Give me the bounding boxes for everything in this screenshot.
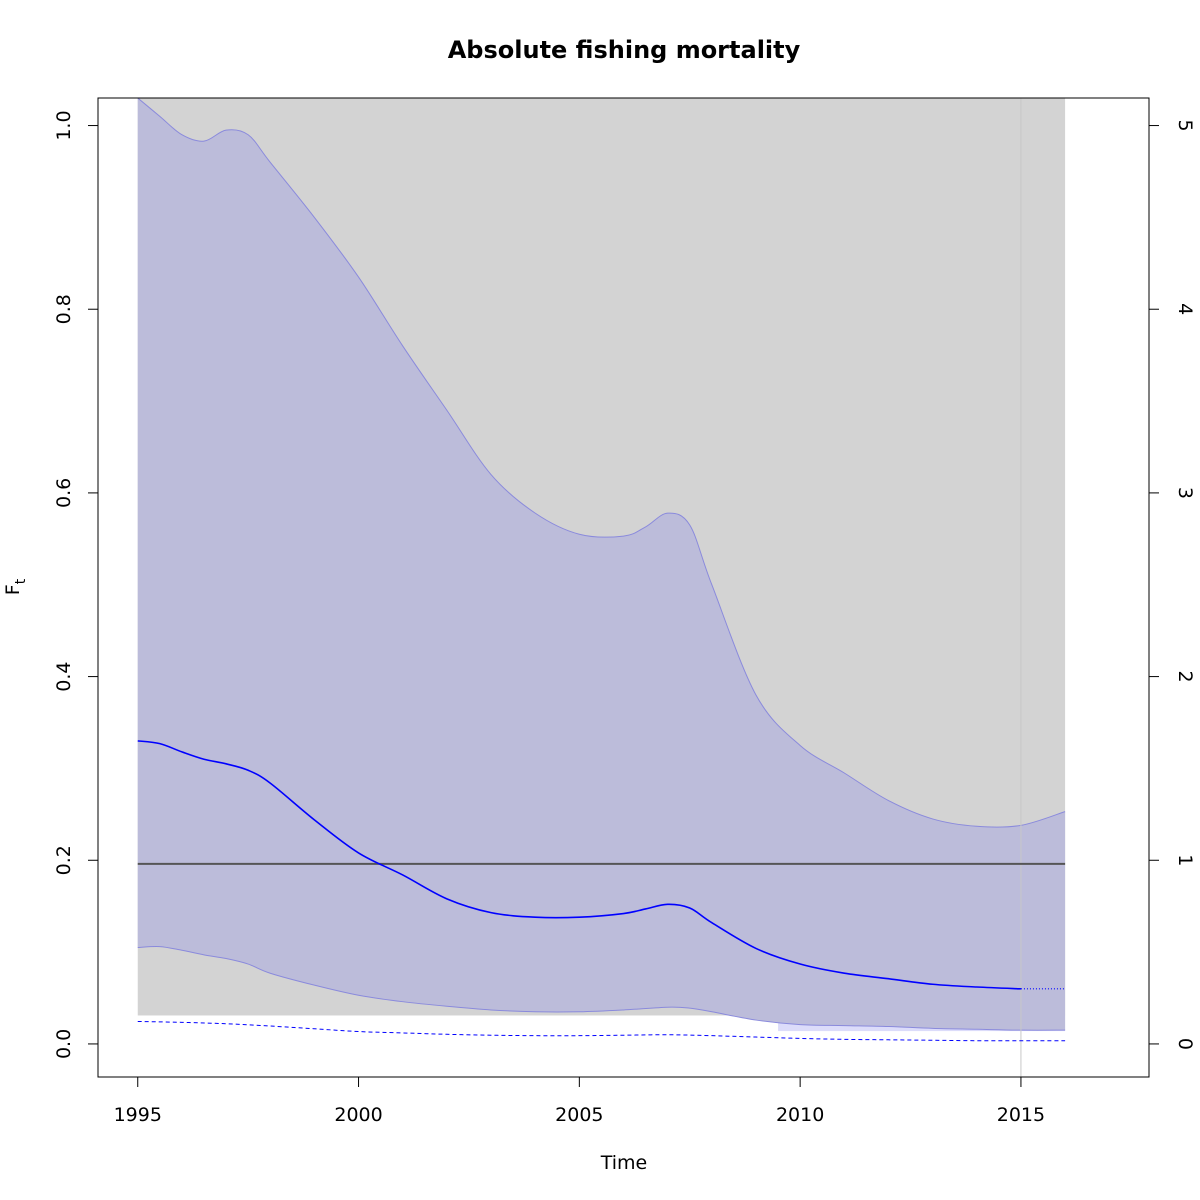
y-tick-label: 0.6 <box>53 478 75 508</box>
ci-band <box>137 98 1066 1031</box>
y2-tick-label: 4 <box>1174 303 1196 315</box>
estimate-line <box>137 740 1021 990</box>
x-axis-label: Time <box>600 1152 648 1174</box>
fmsy-ci-lower-dashed-line <box>137 1020 1066 1042</box>
y2-tick-label: 0 <box>1174 1038 1196 1050</box>
x-tick-label: 2000 <box>334 1104 382 1126</box>
y-axis-label-main: F <box>2 584 24 595</box>
chart-title: Absolute fishing mortality <box>448 36 801 64</box>
y2-tick-label: 5 <box>1174 120 1196 132</box>
y-tick-label: 0.4 <box>53 661 75 691</box>
y-axis-label-sub: t <box>13 578 29 584</box>
axes-layer: 1995 2000 2005 2010 2015 0.0 0.2 0.4 0.6 0.8 1.0 0 1… <box>53 110 1196 1126</box>
x-tick-label: 1995 <box>114 1104 162 1126</box>
plot-layer <box>137 97 1066 1077</box>
y-tick-label: 0.2 <box>53 845 75 875</box>
y-tick-label: 1.0 <box>53 110 75 140</box>
y2-tick-label: 1 <box>1174 854 1196 866</box>
x-tick-label: 2005 <box>555 1104 603 1126</box>
y2-tick-label: 2 <box>1174 671 1196 683</box>
y-tick-label: 0.8 <box>53 294 75 324</box>
x-tick-label: 2010 <box>776 1104 824 1126</box>
y-axis-label: Ft <box>2 578 29 595</box>
y2-tick-label: 3 <box>1174 487 1196 499</box>
svg-text:Ft: Ft <box>2 578 29 595</box>
x-tick-label: 2015 <box>997 1104 1045 1126</box>
ci-upper-line <box>137 97 1066 828</box>
y-tick-label: 0.0 <box>53 1029 75 1059</box>
ci-lower-line <box>137 945 1066 1031</box>
